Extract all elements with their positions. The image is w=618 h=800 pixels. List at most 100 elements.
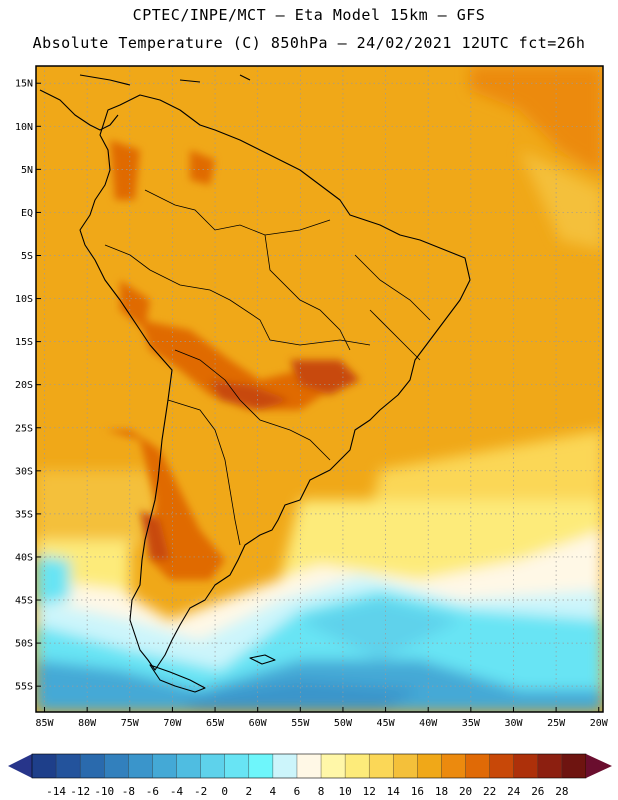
field-cyan-mid [300, 600, 460, 660]
lon-tick-label: 30W [504, 718, 523, 729]
coast-central-america [39, 89, 119, 131]
lat-tick-label: 55S [15, 682, 33, 693]
colorbar-label: -12 [70, 785, 90, 798]
chart-subtitle: Absolute Temperature (C) 850hPa – 24/02/… [32, 34, 586, 52]
coast-falklands [249, 654, 276, 665]
colorbar-label: 0 [221, 785, 228, 798]
field-hot-peru [120, 280, 150, 330]
coast-tierra-del-fuego [149, 664, 206, 693]
border-andes [167, 399, 241, 546]
coastlines [39, 74, 471, 693]
lat-tick-label: 35S [15, 509, 33, 520]
colorbar-label: 26 [531, 785, 544, 798]
lat-tick-label: 50S [15, 639, 33, 650]
border-central [104, 244, 371, 346]
lat-tick-label: 5N [21, 165, 33, 176]
colorbar-label: 4 [270, 785, 277, 798]
lat-tick-label: 30S [15, 466, 33, 477]
lat-tick-label: EQ [21, 208, 33, 219]
lat-tick-label: 10N [15, 122, 33, 133]
lon-tick-label: 85W [35, 718, 54, 729]
lat-tick-label: 45S [15, 596, 33, 607]
colorbar-underflow-arrow [8, 754, 32, 778]
chart-title: CPTEC/INPE/MCT – Eta Model 15km – GFS [132, 6, 486, 24]
lon-tick-label: 25W [547, 718, 566, 729]
longitude-axis: 85W 80W 75W 70W 65W 60W 55W 50W 45W 40W 35W 30W 25W 2… [35, 707, 609, 729]
colorbar-label: -10 [94, 785, 114, 798]
colorbar-cell [417, 754, 442, 778]
colorbar-cell [345, 754, 370, 778]
coast-south-america [79, 94, 471, 671]
colorbar: -14 -12 -10 -8 -6 -4 -2 0 2 4 6 8 10 12 14 16 18 20 22 24 26… [8, 753, 612, 798]
lat-tick-label: 25S [15, 423, 33, 434]
colorbar-cell [104, 754, 129, 778]
border-north [144, 189, 331, 236]
colorbar-cell [248, 754, 274, 778]
lon-tick-label: 20W [590, 718, 609, 729]
colorbar-label: 28 [555, 785, 568, 798]
colorbar-label: 10 [339, 785, 352, 798]
colorbar-label: 12 [363, 785, 376, 798]
border-south [174, 349, 331, 461]
lon-tick-label: 80W [78, 718, 97, 729]
colorbar-label: 2 [245, 785, 252, 798]
border-brazil-west [264, 234, 351, 351]
lat-tick-label: 10S [15, 294, 33, 305]
colorbar-label: 20 [459, 785, 472, 798]
colorbar-cell [393, 754, 418, 778]
colorbar-cell [489, 754, 515, 778]
colorbar-label: -2 [194, 785, 207, 798]
colorbar-label: -6 [146, 785, 159, 798]
colorbar-cell [128, 754, 153, 778]
field-hot-venezuela [190, 150, 215, 185]
colorbar-label: 6 [294, 785, 301, 798]
lon-tick-label: 65W [206, 718, 225, 729]
field-ne-warm [470, 66, 603, 175]
border-brazil-states [354, 254, 431, 361]
colorbar-label: 8 [318, 785, 325, 798]
colorbar-label: -8 [122, 785, 135, 798]
lon-tick-label: 50W [334, 718, 353, 729]
country-borders [104, 189, 431, 546]
colorbar-cell [32, 754, 57, 778]
colorbar-cell [561, 754, 587, 778]
colorbar-label: 22 [483, 785, 496, 798]
colorbar-cell [369, 754, 394, 778]
colorbar-label: -4 [170, 785, 184, 798]
lon-tick-label: 55W [291, 718, 310, 729]
coast-caribbean-islands [79, 74, 251, 86]
field-hot-brazil [290, 360, 360, 395]
field-hot-chaco [140, 320, 330, 410]
field-pacific-cyan [36, 555, 70, 605]
colorbar-label: -14 [46, 785, 66, 798]
colorbar-cell [56, 754, 81, 778]
field-hot-patagonia [140, 510, 170, 560]
colorbar-cell [80, 754, 105, 778]
colorbar-cell [224, 754, 250, 778]
colorbar-cell [272, 754, 298, 778]
colorbar-cell [296, 754, 322, 778]
field-atlantic-band [520, 150, 603, 250]
colorbar-label: 24 [507, 785, 521, 798]
lon-tick-label: 45W [377, 718, 396, 729]
colorbar-cell [441, 754, 466, 778]
colorbar-label: 16 [411, 785, 424, 798]
lon-tick-label: 60W [249, 718, 268, 729]
lat-tick-label: 15N [15, 79, 33, 90]
lat-tick-label: 40S [15, 552, 33, 563]
lat-tick-label: 15S [15, 337, 33, 348]
colorbar-cell [537, 754, 563, 778]
colorbar-label: 18 [435, 785, 448, 798]
field-hot-colombia [110, 140, 140, 200]
graticule [36, 66, 603, 712]
lat-tick-label: 20S [15, 380, 33, 391]
colorbar-label: 14 [387, 785, 401, 798]
lon-tick-label: 70W [163, 718, 182, 729]
colorbar-cell [513, 754, 539, 778]
field-hot-core [210, 380, 290, 410]
temperature-field [36, 66, 603, 712]
colorbar-cell [321, 754, 346, 778]
lat-tick-label: 5S [21, 251, 33, 262]
latitude-axis: 15N 10N 5N EQ 5S 10S 15S 20S 25S 30S 35S 40S 45S 50S 5… [15, 79, 41, 693]
